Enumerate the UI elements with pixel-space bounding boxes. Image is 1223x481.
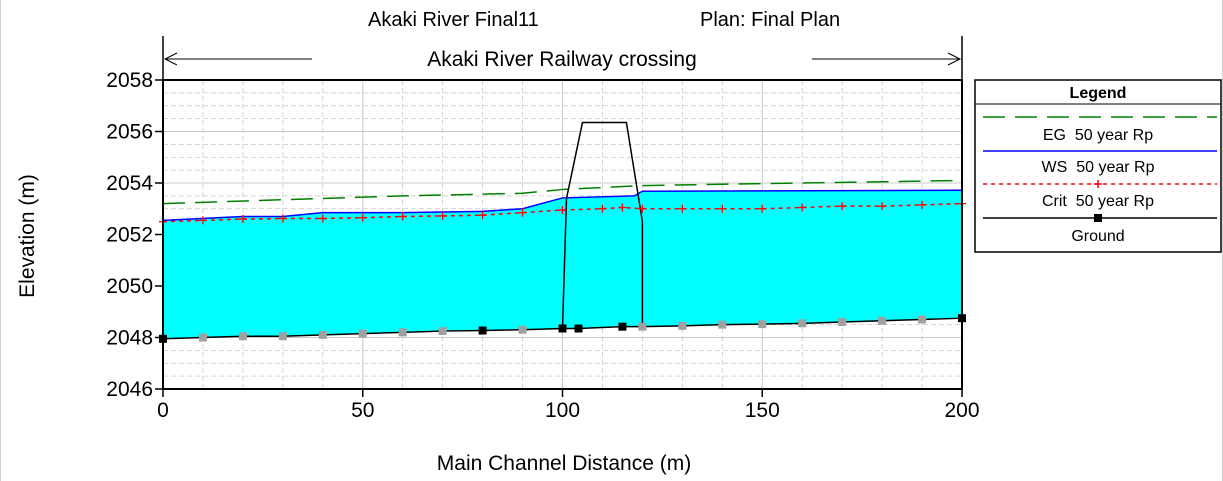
eg-line <box>162 179 963 205</box>
y-tick-label: 2052 <box>106 224 153 247</box>
chart-subtitle: Plan: Final Plan <box>700 9 840 31</box>
ground-marker <box>438 327 447 336</box>
x-tick-label: 200 <box>944 399 979 422</box>
crit-marker <box>318 214 327 223</box>
crit-marker <box>398 212 407 221</box>
ground-marker <box>198 333 207 342</box>
reach-right-arrowhead <box>947 52 962 66</box>
legend-ground-marker <box>1094 214 1102 222</box>
ground-marker <box>798 319 807 328</box>
ground-marker <box>478 326 487 335</box>
crit-marker <box>478 211 487 220</box>
ground-line <box>162 317 963 340</box>
y-tick-label: 2056 <box>106 121 153 144</box>
x-axis-label: Main Channel Distance (m) <box>437 452 691 475</box>
crit-line <box>162 202 963 223</box>
ground-marker <box>358 329 367 338</box>
legend-title: Legend <box>1070 85 1127 102</box>
crit-marker <box>358 213 367 222</box>
crit-marker <box>878 202 887 211</box>
ground-marker <box>838 318 847 327</box>
ground-marker <box>678 321 687 330</box>
ground-marker <box>918 315 927 324</box>
ground-marker <box>618 322 627 331</box>
x-tick-label: 100 <box>545 399 580 422</box>
axis-ticks: 0 50 100 150 200 2046 2048 2050 2052 2054 2056 2058 <box>106 69 979 422</box>
crit-marker <box>278 214 287 223</box>
y-tick-label: 2054 <box>106 172 153 195</box>
ground-marker <box>238 332 247 341</box>
y-axis-label: Elevation (m) <box>16 174 39 298</box>
ground-marker <box>278 332 287 341</box>
water-surface-fill <box>163 190 962 339</box>
ground-marker <box>518 325 527 334</box>
legend-crit-marker <box>1094 180 1102 188</box>
y-tick-label: 2046 <box>106 378 153 401</box>
chart-title: Akaki River Final11 <box>368 9 539 31</box>
reach-span-indicator: Akaki River Railway crossing <box>162 36 963 80</box>
ground-marker <box>574 324 583 333</box>
ground-marker <box>558 324 567 333</box>
water-fill-layer <box>163 190 962 339</box>
bridge-outline <box>561 121 644 329</box>
ground-marker <box>638 322 647 331</box>
crit-marker <box>618 203 627 212</box>
crit-marker <box>678 204 687 213</box>
legend-eg-label: EG 50 year Rp <box>1043 127 1153 144</box>
x-tick-label: 0 <box>157 399 169 422</box>
crit-marker <box>198 216 207 225</box>
x-tick-label: 50 <box>351 399 374 422</box>
legend-ground-label: Ground <box>1071 228 1124 245</box>
crit-marker <box>838 202 847 211</box>
x-tick-label: 150 <box>745 399 780 422</box>
ground-marker <box>318 330 327 339</box>
crit-marker <box>918 200 927 209</box>
legend: Legend EG 50 year Rp WS 50 year Rp Crit … <box>974 79 1222 253</box>
reach-label: Akaki River Railway crossing <box>427 48 697 71</box>
legend-box <box>974 79 1222 253</box>
crit-marker <box>718 204 727 213</box>
ground-marker <box>878 316 887 325</box>
reach-left-arrowhead <box>163 52 178 66</box>
legend-ws-label: WS 50 year Rp <box>1042 159 1155 176</box>
legend-crit-label: Crit 50 year Rp <box>1042 193 1154 210</box>
crit-marker <box>438 211 447 220</box>
ground-marker <box>398 328 407 337</box>
crit-marker <box>518 208 527 217</box>
crit-marker <box>558 206 567 215</box>
crit-marker <box>638 204 647 213</box>
crit-marker <box>238 215 247 224</box>
y-tick-label: 2058 <box>106 69 153 92</box>
y-tick-label: 2050 <box>106 275 153 298</box>
ground-marker <box>758 320 767 329</box>
crit-marker <box>758 204 767 213</box>
ground-marker <box>718 320 727 329</box>
crit-marker <box>598 204 607 213</box>
crit-marker <box>798 203 807 212</box>
y-tick-label: 2048 <box>106 327 153 350</box>
